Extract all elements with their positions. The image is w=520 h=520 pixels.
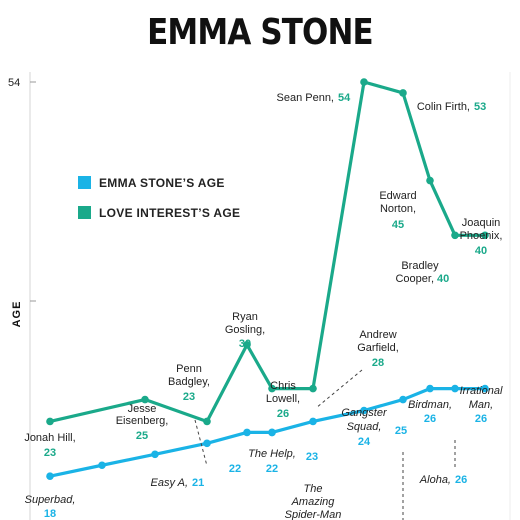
label-gangster-1: Gangster [341,407,388,419]
label-penn-2: Badgley, [168,376,210,388]
emma-point-0 [46,472,54,481]
penn-leader [194,419,208,467]
label-ryan-1: Ryan [232,311,258,323]
love-series-line [49,80,485,424]
label-andrew-2: Garfield, [357,342,399,354]
y-axis-label: AGE [11,301,23,328]
value-aloha: 26 [455,474,467,486]
label-easy-a: Easy A, [151,477,189,489]
emma-series-line [49,387,485,478]
love-point-5 [309,384,317,393]
love-point-7 [399,89,407,97]
label-birdman: Birdman, [408,399,452,411]
emma-point-8 [360,406,368,415]
label-jesse-1: Jesse [128,403,157,415]
emma-point-7 [309,417,317,426]
value-chris: 26 [277,408,289,420]
value-colin-firth: 53 [474,101,486,113]
label-bradley-2: Cooper, [395,273,434,285]
love-point-6 [360,78,368,86]
value-penn: 23 [183,391,195,403]
label-superbad: Superbad, [25,494,76,506]
label-irrational-1: Irrational [460,385,503,397]
label-joaquin-1: Joaquin [462,217,501,229]
label-aloha: Aloha, [419,474,451,486]
value-easy-a: 21 [192,477,204,489]
value-emma-25: 25 [395,425,407,437]
love-point-4 [268,384,276,393]
value-joaquin: 40 [475,245,487,257]
emma-point-11 [451,384,459,393]
love-point-8 [426,176,434,185]
love-point-3 [243,341,251,349]
chart-title: EMMA STONE [147,12,374,53]
label-colin-firth: Colin Firth, [417,101,470,113]
value-spiderman: 23 [306,451,318,463]
value-irrational: 26 [475,413,487,425]
label-ryan-2: Gosling, [225,324,265,336]
label-sean-penn: Sean Penn, [277,92,335,104]
label-chris-2: Lowell, [266,393,300,405]
label-the-help: The Help, [248,448,296,460]
value-gangster: 24 [358,436,371,448]
garfield-leader [315,369,363,409]
value-jesse: 25 [136,430,148,442]
label-penn-1: Penn [176,363,202,375]
label-joaquin-2: Phoenix, [460,230,503,242]
y-tick-label-54: 54 [8,77,20,89]
value-sean-penn: 54 [338,92,351,104]
love-point-0 [46,417,54,426]
label-edward-2: Norton, [380,203,416,215]
emma-point-12 [481,384,489,393]
emma-point-4 [243,428,251,437]
value-ryan: 30 [239,338,251,350]
value-bradley: 40 [437,273,449,285]
legend-label-love: LOVE INTEREST’S AGE [99,206,240,220]
legend-label-emma: EMMA STONE’S AGE [99,176,225,190]
love-point-2 [203,417,211,426]
value-birdman: 26 [424,413,436,425]
emma-point-1 [98,461,106,470]
label-andrew-1: Andrew [359,329,396,341]
legend-swatch-emma [78,176,91,189]
label-bradley-1: Bradley [401,260,439,272]
emma-point-10 [426,384,434,393]
value-superbad: 18 [44,508,56,520]
label-jesse-2: Eisenberg, [116,415,169,427]
label-gangster-2: Squad, [347,421,382,433]
label-jonah-hill: Jonah Hill, [24,432,75,444]
value-emma-22a: 22 [229,463,241,475]
label-spiderman-3: Spider-Man [285,509,342,520]
value-jonah-hill: 23 [44,447,56,459]
love-point-1 [141,395,149,404]
label-irrational-2: Man, [469,399,493,411]
love-point-9 [451,231,459,240]
emma-point-9 [399,395,407,404]
emma-point-3 [203,439,211,448]
value-andrew: 28 [372,357,384,369]
label-spiderman-1: The [304,483,323,495]
emma-point-6 [268,428,276,437]
value-edward: 45 [392,219,404,231]
legend-swatch-love [78,206,91,219]
label-edward-1: Edward [379,190,416,202]
value-the-help: 22 [266,463,278,475]
label-chris-1: Chris [270,380,296,392]
label-spiderman-2: Amazing [291,496,336,508]
emma-point-2 [151,450,159,459]
love-point-10 [481,231,489,240]
